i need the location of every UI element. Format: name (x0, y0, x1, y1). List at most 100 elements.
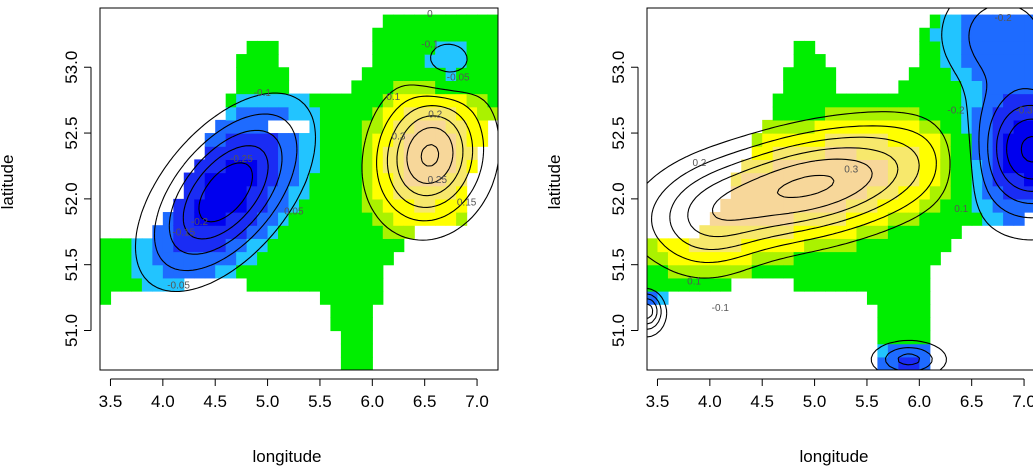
heatmap-cell (793, 133, 805, 147)
heatmap-cell (414, 80, 426, 95)
heatmap-cell (257, 172, 269, 187)
heatmap-cell (919, 172, 931, 187)
heatmap-cell (152, 238, 164, 253)
heatmap-cell (667, 238, 680, 253)
heatmap-cell (898, 291, 910, 305)
heatmap-cell (487, 93, 498, 108)
heatmap-cell (456, 172, 468, 187)
y-tick-label: 51.0 (62, 314, 81, 347)
heatmap-cell (751, 225, 763, 239)
heatmap-cell (393, 225, 405, 239)
heatmap-cell (403, 159, 415, 174)
heatmap-cell (825, 159, 837, 174)
contour-line (669, 136, 920, 251)
heatmap-cell (456, 40, 468, 55)
heatmap-cell (971, 106, 983, 121)
heatmap-cell (1013, 54, 1025, 68)
heatmap-cell (477, 27, 489, 42)
heatmap-cell (1013, 198, 1025, 213)
heatmap-cell (929, 93, 941, 108)
heatmap-cell (466, 40, 478, 55)
heatmap-cell (120, 277, 133, 292)
heatmap-cell (257, 93, 269, 108)
heatmap-cell (992, 212, 1004, 226)
heatmap-cell (877, 93, 889, 108)
heatmap-cell (992, 54, 1004, 68)
heatmap-cell (866, 264, 879, 279)
heatmap-cell (267, 264, 279, 279)
x-tick-label: 6.5 (413, 392, 437, 411)
heatmap-cell (856, 159, 868, 174)
heatmap-cell (257, 264, 269, 279)
heatmap-cell (741, 251, 753, 266)
heatmap-cell (393, 133, 405, 147)
heatmap-cell (814, 93, 826, 108)
heatmap-cell (382, 225, 394, 239)
heatmap-cell (466, 80, 478, 95)
heatmap-cell (730, 212, 742, 226)
contour-label: 0.1 (954, 204, 968, 215)
heatmap-cell (919, 317, 931, 332)
heatmap-cell (278, 67, 290, 81)
heatmap-cell (1024, 67, 1033, 81)
heatmap-cell (929, 238, 941, 253)
heatmap-cell (204, 133, 216, 147)
heatmap-cell (309, 198, 321, 213)
heatmap-cell (908, 106, 920, 121)
heatmap-cell (887, 330, 899, 345)
heatmap-cell (372, 80, 384, 95)
heatmap-cell (647, 277, 659, 292)
heatmap-cell (435, 93, 447, 108)
heatmap-cell (215, 264, 227, 279)
heatmap-cell (267, 172, 279, 187)
contour-label: 0.3 (392, 132, 406, 143)
heatmap-cell (657, 238, 669, 253)
heatmap-cell (877, 343, 889, 358)
contour-label: -0.2 (994, 13, 1012, 24)
heatmap-cell (330, 238, 342, 253)
heatmap-cell (950, 225, 962, 239)
heatmap-cell (309, 251, 321, 266)
heatmap-cell (435, 146, 447, 160)
heatmap-cell (372, 106, 384, 121)
heatmap-cell (919, 330, 931, 345)
heatmap-cell (246, 212, 258, 226)
heatmap-cell (435, 133, 447, 147)
heatmap-cell (1024, 27, 1033, 42)
heatmap-cell (456, 146, 468, 160)
heatmap-cell (435, 159, 447, 174)
x-tick-label: 6.0 (360, 392, 384, 411)
heatmap-cell (361, 119, 373, 134)
heatmap-cell (257, 212, 269, 226)
heatmap-cell (372, 93, 384, 108)
heatmap-cell (288, 133, 300, 147)
contour-line (420, 144, 440, 167)
y-tick-label: 52.0 (609, 182, 628, 215)
heatmap-cell (804, 146, 816, 160)
heatmap-cell (330, 185, 342, 200)
heatmap-cell (919, 225, 931, 239)
heatmap-cell (319, 277, 332, 292)
heatmap-cell (278, 185, 290, 200)
heatmap-cell (278, 159, 290, 174)
heatmap-cell (330, 212, 342, 226)
heatmap-cell (887, 291, 899, 305)
heatmap-cell (1013, 67, 1025, 81)
heatmap-cell (971, 27, 983, 42)
y-tick-label: 51.5 (62, 248, 81, 281)
heatmap-cell (278, 277, 290, 292)
heatmap-cell (667, 277, 680, 292)
heatmap-cell (950, 212, 962, 226)
heatmap-cell (319, 159, 332, 174)
heatmap-cell (456, 119, 468, 134)
heatmap-cell (751, 264, 763, 279)
contour-lines (647, 8, 1033, 370)
heatmap-cell (856, 133, 868, 147)
heatmap-cell (866, 106, 879, 121)
heatmap-cell (982, 14, 994, 29)
heatmap-cell (908, 277, 920, 292)
heatmap-cell (288, 238, 300, 253)
contour-label: -0.1 (254, 88, 272, 99)
heatmap-cell (866, 198, 879, 213)
heatmap-cell (393, 198, 405, 213)
